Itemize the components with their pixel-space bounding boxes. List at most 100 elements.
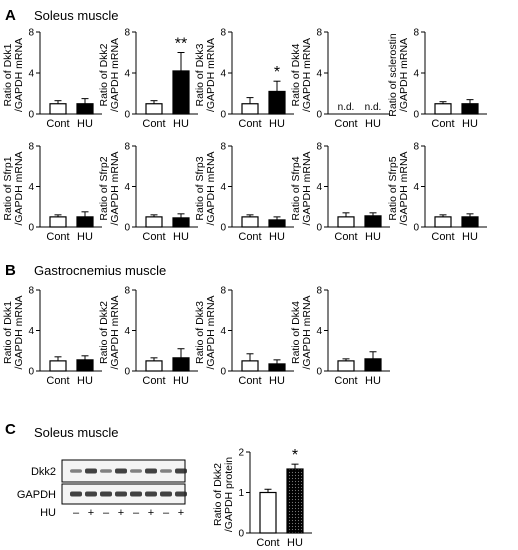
bar-cont (241, 103, 259, 115)
category-label: Cont (46, 118, 69, 130)
category-label: Cont (334, 118, 357, 130)
y-tick-label: 0 (28, 367, 34, 378)
y-tick-label: 0 (28, 223, 34, 234)
category-label: HU (173, 231, 189, 243)
category-label: HU (173, 375, 189, 387)
chart-4: 0 4 8 Ratio of Dkk4/GAPDH mRNA n.d. Cont n.d. H… (290, 28, 390, 130)
category-label: Cont (334, 375, 357, 387)
significance-marker: * (292, 447, 298, 464)
bar-cont (49, 216, 67, 228)
y-tick-label: 0 (220, 367, 226, 378)
y-tick-label: 4 (220, 182, 226, 193)
y-tick-label: 4 (124, 69, 130, 80)
chart-8: 0 4 8 Ratio of Sfrp3/GAPDH mRNA Cont HU (194, 142, 294, 243)
category-label: HU (287, 537, 303, 549)
y-axis-label: Ratio of sclerostin (387, 33, 399, 117)
y-tick-label: 0 (316, 110, 322, 121)
blot-band (70, 469, 82, 473)
category-label: Cont (142, 231, 165, 243)
chart-14: 0 4 8 Ratio of Dkk4/GAPDH mRNA Cont HU (290, 286, 390, 387)
panel-title-b: Gastrocnemius muscle (34, 263, 166, 278)
bar-cont (434, 216, 452, 228)
y-axis-label: /GAPDH mRNA (301, 38, 313, 112)
not-detected-label: n.d. (365, 102, 382, 113)
category-label: HU (365, 118, 381, 130)
y-tick-label: 0 (316, 223, 322, 234)
y-axis-label: /GAPDH mRNA (109, 38, 121, 112)
y-axis-label: Ratio of Dkk1 (2, 43, 14, 106)
y-tick-label: 0 (124, 223, 130, 234)
y-axis-label: Ratio of Dkk4 (290, 301, 302, 364)
y-axis-label: Ratio of Sfrp3 (194, 156, 206, 220)
y-axis-label: Ratio of Dkk1 (2, 301, 14, 364)
category-label: Cont (142, 118, 165, 130)
category-label: HU (269, 118, 285, 130)
y-tick-label: 0 (413, 223, 419, 234)
blot-band (130, 491, 142, 497)
y-tick-label: 8 (28, 142, 34, 153)
y-axis-label: /GAPDH mRNA (205, 295, 217, 369)
blot-band (145, 468, 157, 474)
blot-band (130, 469, 142, 473)
y-axis-label: Ratio of Dkk2 (98, 43, 110, 106)
category-label: Cont (334, 231, 357, 243)
y-axis-label: Ratio of Sfrp5 (387, 156, 399, 220)
chart-1: 0 4 8 Ratio of Dkk1/GAPDH mRNA Cont HU (2, 28, 102, 130)
blot-band (70, 491, 82, 497)
not-detected-label: n.d. (338, 102, 355, 113)
y-axis-label: Ratio of Sfrp1 (2, 156, 14, 220)
y-axis-label: Ratio of Dkk3 (194, 301, 206, 364)
y-tick-label: 4 (220, 69, 226, 80)
bar-hu (172, 70, 190, 115)
y-axis-label: /GAPDH mRNA (205, 38, 217, 112)
bar-cont (241, 360, 259, 372)
bar-cont (241, 216, 259, 228)
category-label: HU (269, 231, 285, 243)
significance-marker: * (274, 64, 280, 81)
y-axis-label: Ratio of Sfrp4 (290, 156, 302, 220)
y-axis-label: /GAPDH mRNA (13, 295, 25, 369)
y-tick-label: 0 (124, 367, 130, 378)
category-label: HU (77, 375, 93, 387)
y-tick-label: 2 (238, 448, 244, 459)
bar-hu (461, 216, 479, 228)
bar-hu (76, 103, 94, 115)
bar-hu (461, 103, 479, 115)
panel-title-c: Soleus muscle (34, 425, 119, 440)
bar-hu (364, 215, 382, 228)
blot-band (85, 468, 97, 474)
category-label: HU (365, 231, 381, 243)
category-label: Cont (46, 375, 69, 387)
y-axis-label: Ratio of Sfrp2 (98, 156, 110, 220)
chart-7: 0 4 8 Ratio of Sfrp2/GAPDH mRNA Cont HU (98, 142, 198, 243)
blot-row-label: Dkk2 (31, 466, 56, 478)
category-label: HU (462, 118, 478, 130)
blot-band (160, 491, 172, 497)
y-tick-label: 4 (28, 182, 34, 193)
y-axis-label: /GAPDH mRNA (109, 151, 121, 225)
bar-hu (76, 216, 94, 228)
panel-letter-c: C (5, 421, 16, 438)
y-tick-label: 8 (316, 142, 322, 153)
panel-title-a: Soleus muscle (34, 8, 119, 23)
bar-cont (145, 216, 163, 228)
y-tick-label: 4 (220, 326, 226, 337)
y-axis-label: /GAPDH mRNA (398, 38, 410, 112)
lane-sign: – (73, 507, 80, 519)
panel-letter-a: A (5, 7, 16, 24)
y-axis-label: /GAPDH mRNA (301, 151, 313, 225)
category-label: Cont (238, 375, 261, 387)
y-tick-label: 4 (124, 326, 130, 337)
bar-cont (259, 491, 277, 534)
lane-sign: + (148, 507, 154, 519)
chart-6: 0 4 8 Ratio of Sfrp1/GAPDH mRNA Cont HU (2, 142, 102, 243)
y-tick-label: 8 (124, 142, 130, 153)
y-tick-label: 8 (124, 286, 130, 297)
blot-band (175, 491, 187, 497)
bar-hu (268, 363, 286, 372)
lane-sign: + (118, 507, 124, 519)
y-axis-label: Ratio of Dkk2 (98, 301, 110, 364)
y-tick-label: 0 (220, 110, 226, 121)
